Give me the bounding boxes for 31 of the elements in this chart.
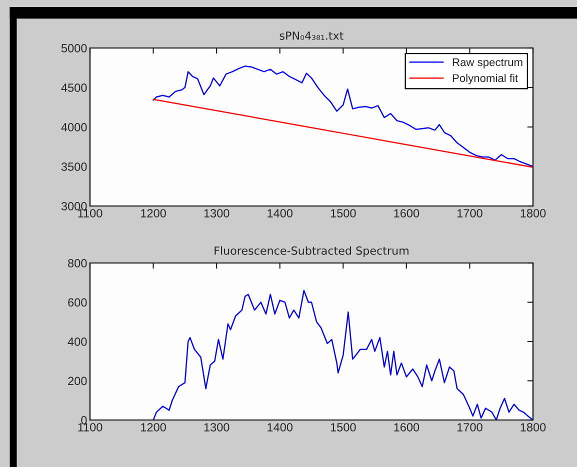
x-tick-label: 1800 — [520, 209, 546, 218]
y-tick-label: 3500 — [61, 162, 87, 171]
x-tick-label: 1700 — [457, 423, 482, 432]
x-tick-label: 1600 — [394, 423, 420, 432]
y-tick-label: 600 — [68, 298, 87, 307]
x-tick-label: 1600 — [394, 209, 420, 218]
y-tick-label: 3000 — [61, 202, 87, 210]
y-tick-label: 4000 — [61, 123, 87, 132]
x-tick-label: 1100 — [78, 209, 102, 218]
legend-label: Raw spectrum — [452, 58, 522, 68]
chart-title: Fluorescence-Subtracted Spectrum — [214, 246, 408, 257]
line-series — [152, 290, 533, 420]
y-tick-label: 200 — [68, 376, 87, 386]
y-tick-label: 400 — [68, 338, 87, 346]
x-tick-label: 1500 — [330, 209, 356, 218]
x-tick-label: 1400 — [268, 209, 293, 218]
x-tick-label: 1400 — [268, 423, 293, 432]
x-tick-label: 1300 — [204, 423, 230, 432]
chart-title: sPN₀4₃₈₁.txt — [280, 32, 344, 40]
x-tick-label: 1200 — [141, 209, 166, 218]
x-tick-label: 1800 — [520, 423, 546, 432]
y-tick-label: 5000 — [61, 44, 87, 52]
x-tick-label: 1100 — [78, 423, 102, 432]
y-tick-label: 800 — [68, 259, 87, 268]
legend-label: Polynomial fit — [452, 74, 518, 84]
x-tick-label: 1700 — [457, 209, 482, 218]
x-tick-label: 1300 — [204, 209, 230, 218]
y-tick-label: 4500 — [61, 84, 87, 92]
y-tick-label: 0 — [81, 416, 87, 424]
x-tick-label: 1200 — [141, 423, 166, 432]
x-tick-label: 1500 — [330, 423, 356, 432]
